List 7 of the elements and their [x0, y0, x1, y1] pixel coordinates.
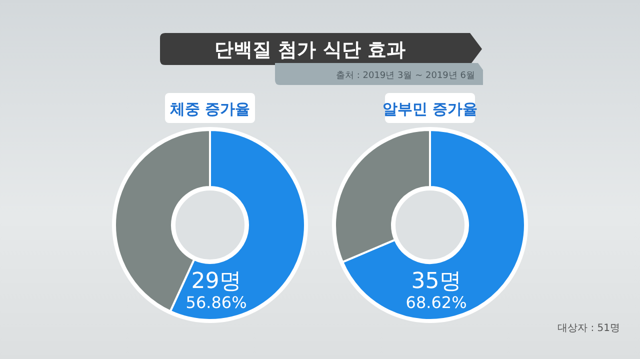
data-label: 35명 68.62% [406, 269, 467, 312]
text: 단백질 첨가 식단 효과 [214, 39, 406, 61]
text: 대상자 : 51명 [558, 323, 620, 334]
text: 출처 : 2019년 3월 ~ 2019년 6월 [336, 71, 475, 81]
data-label: 29명 56.86% [186, 269, 247, 312]
chart-title: 알부민 증가율 [382, 100, 478, 118]
chart-title: 체중 증가율 [168, 100, 250, 118]
